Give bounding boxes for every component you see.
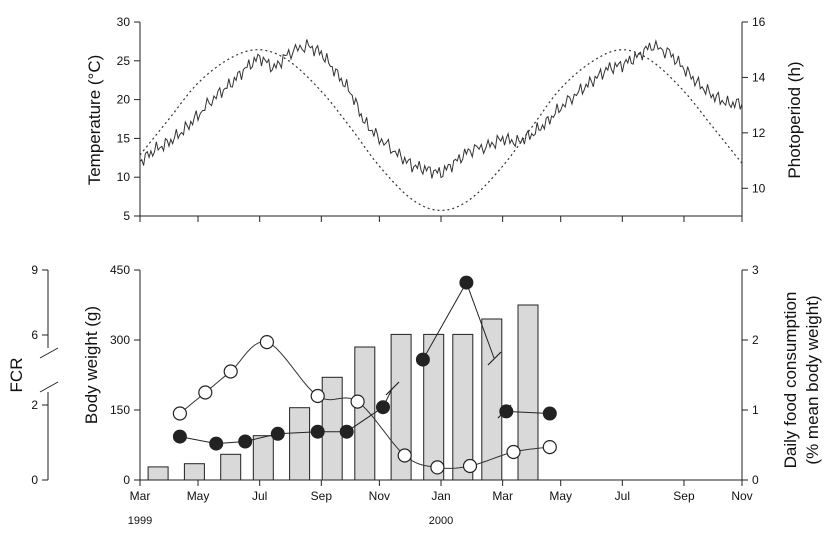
photo-tick-label-1: 12 [752,126,766,140]
photoperiod-line [139,49,743,212]
weight-bar-2 [220,453,242,481]
fcr-point-2 [238,434,253,449]
fcr-tick-label-2: 6 [31,328,38,342]
fcr-point-4 [310,424,325,439]
temp-tick-label-1: 10 [117,170,131,184]
food-tick-label-0: 0 [752,473,759,487]
weight-tick-label-1: 150 [110,403,130,417]
weight-bar-1 [183,463,205,481]
temperature-axis-label: Temperature (°C) [85,55,104,186]
food-point-8 [462,458,478,474]
food-consumption-axis-label-line1: Daily food consumption [781,292,800,469]
x-tick-label-6: Mar [492,489,513,503]
temperature-line [139,39,743,179]
x-tick-label-5: Jan [431,489,450,503]
weight-tick-label-0: 0 [123,473,130,487]
fcr-segment-1 [422,282,467,360]
photo-tick-label-3: 16 [752,15,766,29]
fcr-tick-label-1: 2 [31,398,38,412]
x-tick-label-1: May [187,489,210,503]
food-point-5 [350,394,365,409]
fcr-connector-1 [382,388,393,408]
temp-tick-label-4: 25 [117,54,131,68]
x-tick-label-2: Jul [252,489,267,503]
weight-bar-10 [481,318,503,481]
x-tick-label-9: Sep [673,489,695,503]
food-point-6 [397,448,412,463]
food-point-4 [310,388,325,404]
fcr-connector-2 [465,282,495,359]
x-tick-label-4: Nov [369,489,390,503]
food-point-9 [506,444,521,460]
food-point-1 [198,385,213,400]
food-point-7 [430,460,445,475]
fcr-point-5 [339,424,354,439]
food-tick-label-3: 3 [752,263,759,277]
fcr-tick-label-0: 0 [31,473,38,487]
weight-tick-label-3: 450 [110,263,130,277]
fcr-point-3 [270,426,285,441]
photo-tick-label-0: 10 [752,181,766,195]
food-tick-label-1: 1 [752,403,759,417]
weight-tick-label-2: 300 [110,333,130,347]
x-tick-label-7: May [549,489,572,503]
fcr-axis-break-bottom [39,381,59,393]
fcr-tick-label-3: 9 [31,263,38,277]
food-point-2 [223,364,238,379]
food-consumption-axis-label-line2: (% mean body weight) [803,295,822,464]
temp-tick-label-2: 15 [117,131,131,145]
fcr-point-0 [172,429,187,444]
fcr-point-1 [209,436,224,451]
fcr-point-7 [415,352,430,367]
photo-tick-label-2: 14 [752,70,766,84]
temp-tick-label-3: 20 [117,93,131,107]
food-tick-label-2: 2 [752,333,759,347]
weight-bar-3 [252,435,274,481]
weight-bar-11 [517,304,539,481]
food-point-0 [172,406,187,421]
fcr-axis-break-top [39,347,59,359]
year-label-0: 1999 [128,515,152,527]
x-tick-label-3: Sep [311,489,333,503]
x-tick-label-0: Mar [130,489,151,503]
food-point-10 [542,440,557,455]
fcr-point-9 [499,404,514,419]
fcr-series-break-1 [385,381,400,396]
weight-bar-4 [289,407,311,481]
photoperiod-axis-label: Photoperiod (h) [785,61,804,178]
x-tick-label-8: Jul [615,489,630,503]
fcr-axis-label: FCR [7,358,26,393]
fcr-series-break-2 [487,351,502,366]
weight-bar-0 [147,466,169,481]
temp-tick-label-0: 5 [123,209,130,223]
year-label-1: 2000 [429,515,453,527]
growth-panel: 0 2 6 9 0 150 300 450 0 1 2 3 Mar May Jul Sep Nov Jan M… [7,263,822,527]
x-tick-label-10: Nov [731,489,752,503]
body-weight-axis-label: Body weight (g) [82,306,101,424]
temperature-photoperiod-panel: 5 10 15 20 25 30 10 12 14 16 Temperature (°C) Ph… [85,15,804,223]
weight-bar-9 [452,333,474,481]
food-point-3 [259,335,274,350]
fcr-series-break-3 [497,404,512,419]
fcr-point-10 [542,406,557,421]
fcr-segment-2 [506,410,550,414]
weight-bar-6 [354,346,376,481]
temp-tick-label-5: 30 [117,15,131,29]
weight-bar-5 [321,376,343,481]
